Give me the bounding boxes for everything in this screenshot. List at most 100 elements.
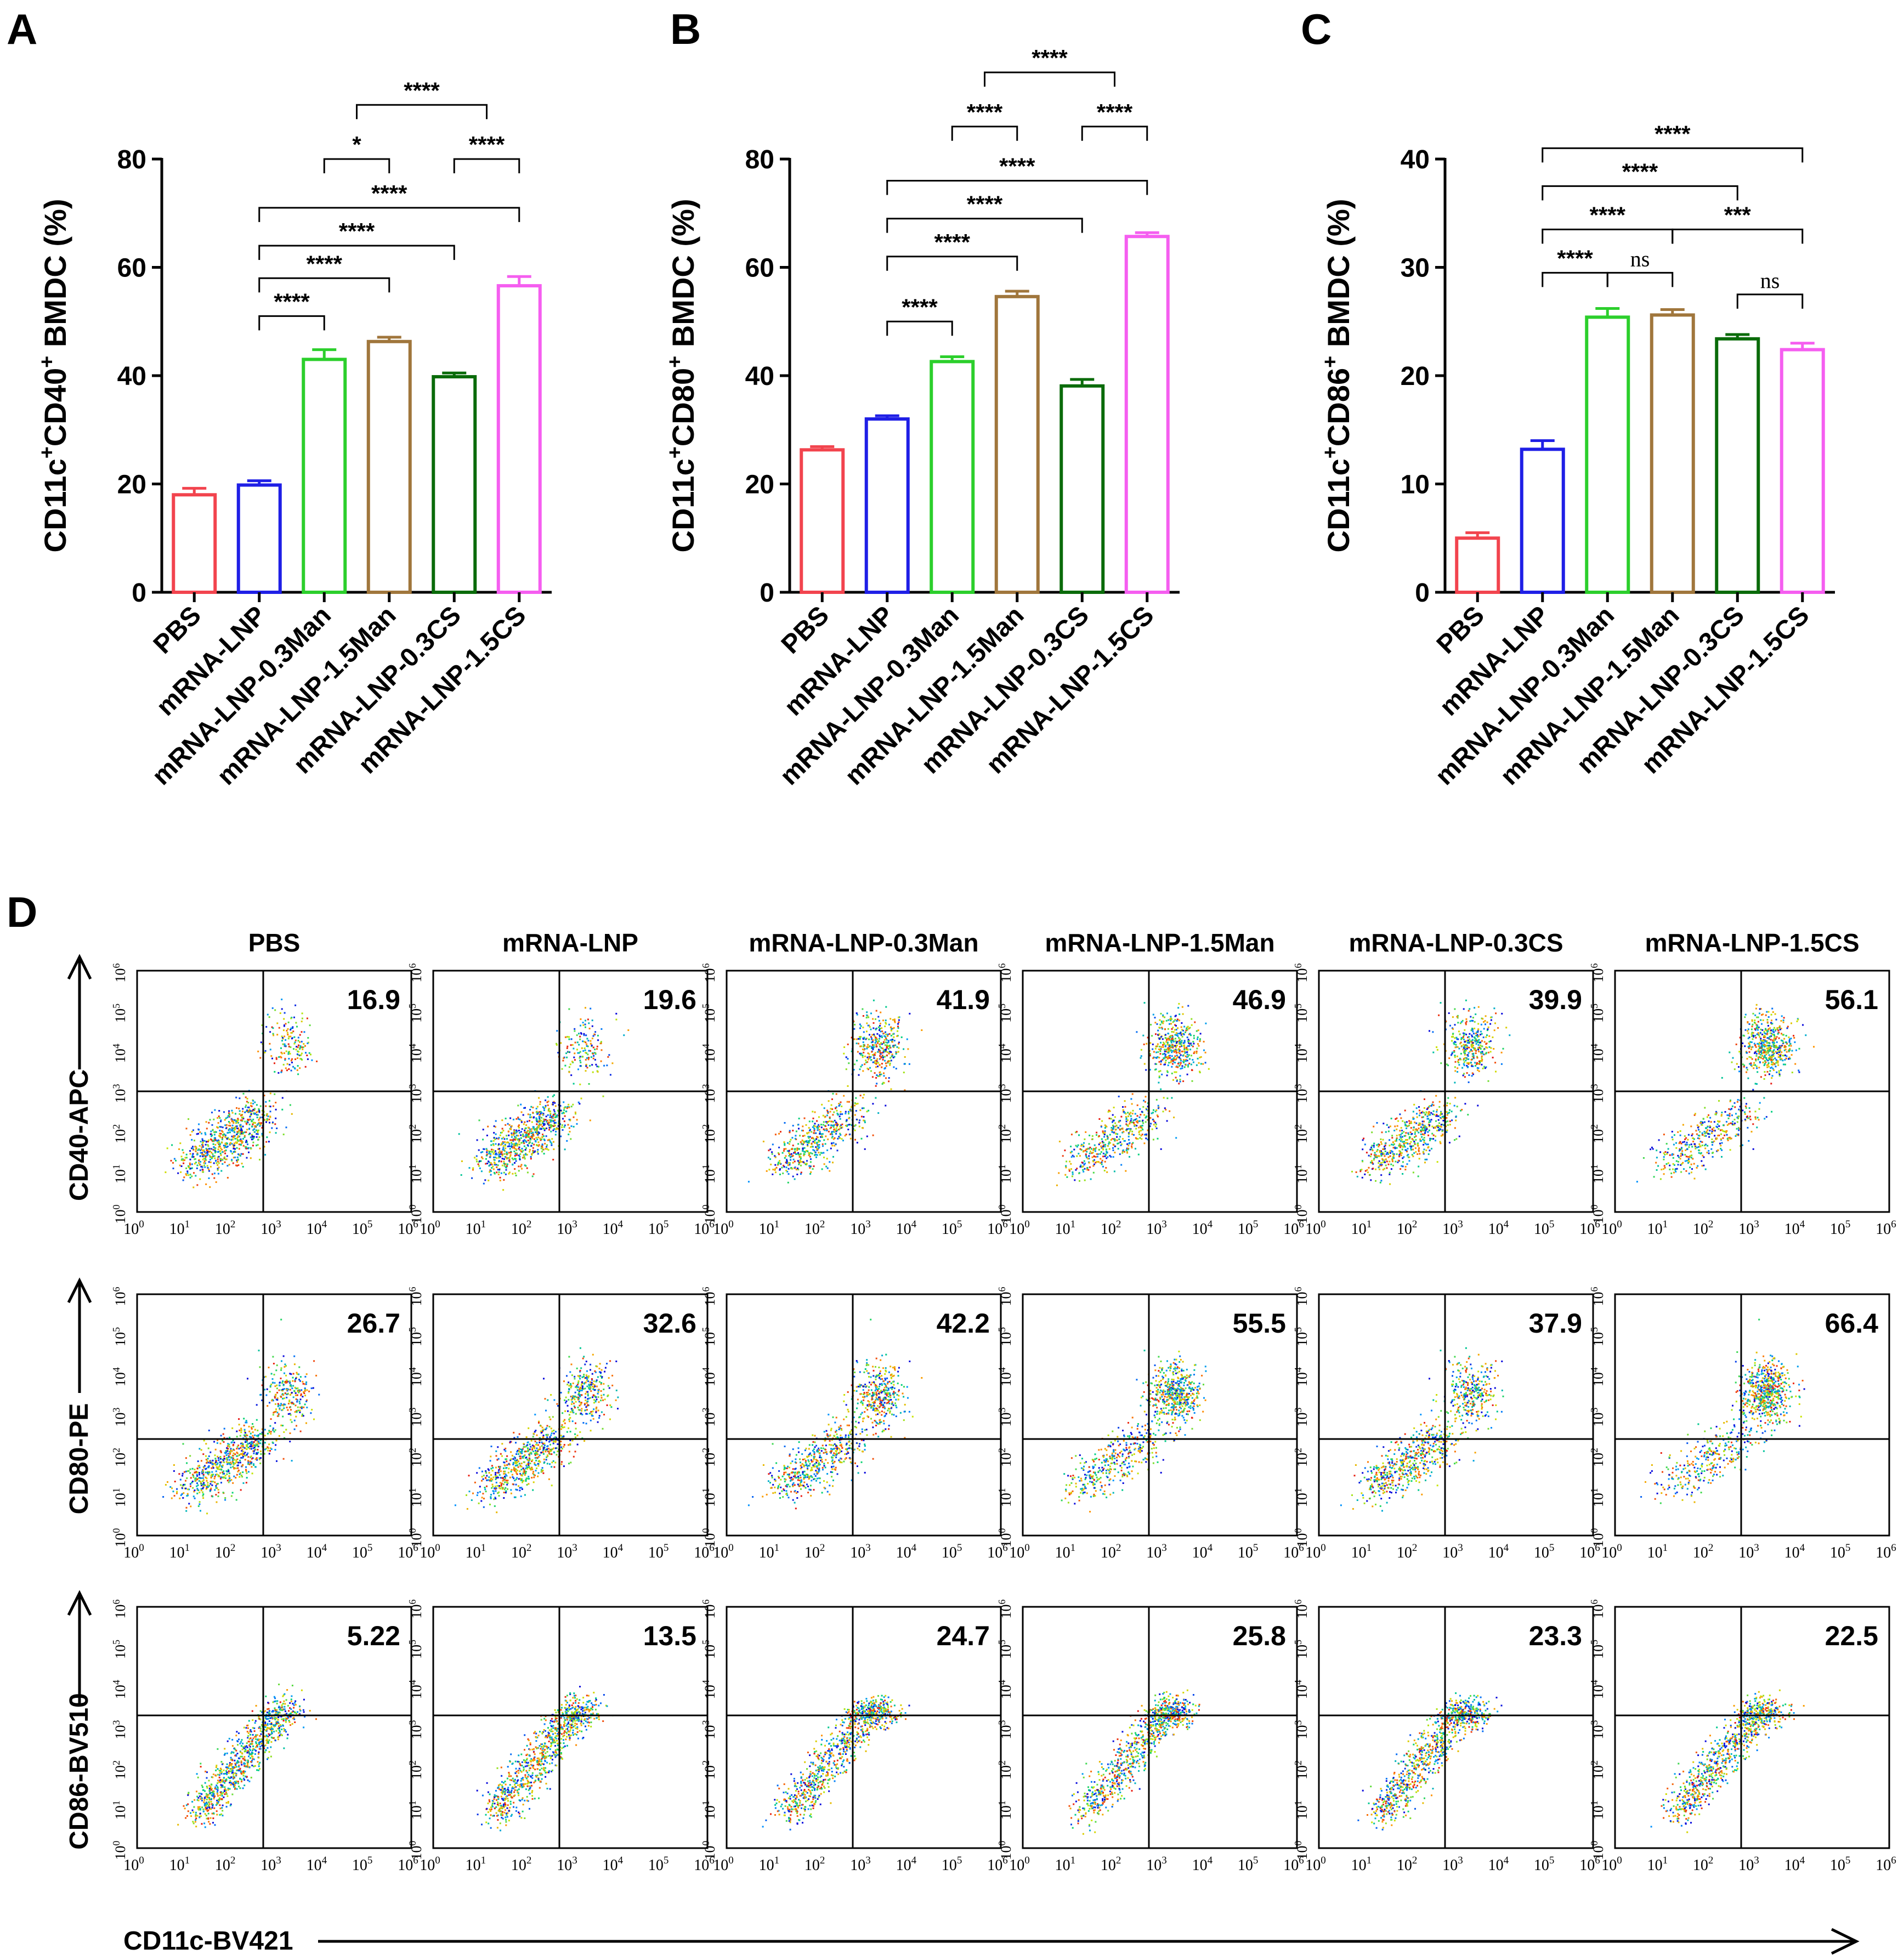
density-dot: [506, 1163, 508, 1165]
density-dot: [508, 1143, 511, 1145]
density-dot: [1168, 1057, 1170, 1059]
density-dot: [529, 1116, 531, 1118]
density-dot: [212, 1149, 214, 1151]
density-dot: [509, 1139, 512, 1141]
density-dot: [870, 1012, 872, 1015]
density-dot: [1488, 1035, 1491, 1037]
significance-bracket-a: [323, 158, 390, 173]
density-dot: [1460, 1037, 1463, 1039]
y-tick-label-b: 60: [745, 254, 774, 283]
density-dot: [1392, 1156, 1394, 1158]
density-dot: [774, 1169, 776, 1171]
density-dot: [1414, 1129, 1417, 1131]
density-dot: [1131, 1143, 1133, 1145]
density-dot: [840, 1134, 842, 1136]
density-dot: [1389, 1160, 1391, 1163]
density-dot: [1108, 1141, 1111, 1143]
density-dot: [787, 1181, 789, 1183]
density-dot: [490, 1151, 492, 1153]
density-dot: [525, 1141, 528, 1143]
density-dot: [205, 1148, 207, 1150]
y-tick-label: 102: [111, 1124, 128, 1143]
density-dot: [225, 1149, 227, 1152]
density-dot: [1373, 1142, 1375, 1145]
density-dot: [800, 1158, 802, 1160]
density-dot: [1466, 1064, 1468, 1067]
x-tick-label: 100: [123, 1219, 144, 1238]
density-dot: [1388, 1152, 1390, 1154]
density-dot: [1392, 1160, 1393, 1163]
density-dot: [1092, 1148, 1095, 1150]
density-dot: [856, 1013, 858, 1016]
density-dot: [874, 1060, 876, 1062]
density-dot: [217, 1142, 219, 1144]
density-dot: [885, 1049, 887, 1051]
density-dot: [1166, 1070, 1168, 1072]
density-dot: [1085, 1131, 1087, 1133]
density-dot: [1471, 1029, 1474, 1031]
density-dot: [1106, 1171, 1108, 1173]
density-dot: [880, 1056, 882, 1058]
density-dot: [281, 1035, 283, 1038]
density-dot: [573, 1126, 575, 1128]
density-dot: [548, 1129, 550, 1131]
density-dot: [1481, 1063, 1483, 1066]
density-dot: [226, 1146, 228, 1148]
density-dot: [1159, 1070, 1162, 1072]
density-dot: [1448, 1142, 1451, 1144]
density-dot: [261, 1109, 263, 1112]
density-dot: [870, 1038, 872, 1040]
density-dot: [1083, 1146, 1085, 1148]
density-dot: [233, 1151, 235, 1153]
density-dot: [486, 1149, 488, 1152]
density-dot: [1440, 1142, 1442, 1145]
density-dot: [564, 1124, 566, 1126]
density-dot: [1110, 1139, 1112, 1141]
density-dot: [847, 1043, 849, 1045]
density-dot: [1170, 1046, 1172, 1048]
density-dot: [807, 1143, 808, 1146]
density-dot: [532, 1149, 534, 1152]
density-dot: [805, 1124, 807, 1126]
density-dot: [522, 1140, 524, 1142]
density-dot: [1420, 1126, 1422, 1128]
density-dot: [193, 1172, 195, 1174]
density-dot: [1463, 1058, 1465, 1060]
density-dot: [903, 1072, 905, 1074]
y-tick-label: 102: [407, 1124, 424, 1143]
density-dot: [530, 1158, 532, 1160]
density-dot: [862, 1127, 863, 1129]
density-dot: [1102, 1155, 1104, 1158]
density-dot: [1465, 1033, 1468, 1035]
density-dot: [1375, 1168, 1376, 1170]
density-dot: [1407, 1132, 1409, 1134]
density-dot: [202, 1140, 204, 1142]
density-dot: [275, 1102, 277, 1103]
density-dot: [539, 1117, 541, 1119]
density-dot: [1378, 1162, 1380, 1164]
density-dot: [538, 1111, 540, 1113]
density-dot: [1092, 1160, 1095, 1163]
density-dot: [1407, 1154, 1409, 1155]
density-dot: [1400, 1151, 1402, 1153]
density-dot: [796, 1148, 798, 1150]
density-dot: [889, 1064, 891, 1066]
density-dot: [1495, 1012, 1497, 1015]
density-dot: [1480, 1034, 1481, 1035]
density-dot: [868, 1053, 870, 1055]
density-dot: [890, 1060, 892, 1062]
density-dot: [1468, 1063, 1470, 1065]
density-dot: [1111, 1127, 1113, 1129]
density-dot: [301, 1017, 303, 1019]
density-dot: [810, 1158, 812, 1160]
density-dot: [1469, 1051, 1471, 1053]
density-dot: [189, 1162, 191, 1164]
density-dot: [537, 1141, 540, 1143]
density-dot: [1137, 1138, 1139, 1140]
density-dot: [548, 1123, 550, 1125]
density-dot: [531, 1142, 534, 1145]
density-dot: [1391, 1158, 1393, 1160]
density-dot: [1475, 1040, 1477, 1043]
density-dot: [847, 1058, 849, 1060]
density-dot: [906, 1038, 908, 1040]
